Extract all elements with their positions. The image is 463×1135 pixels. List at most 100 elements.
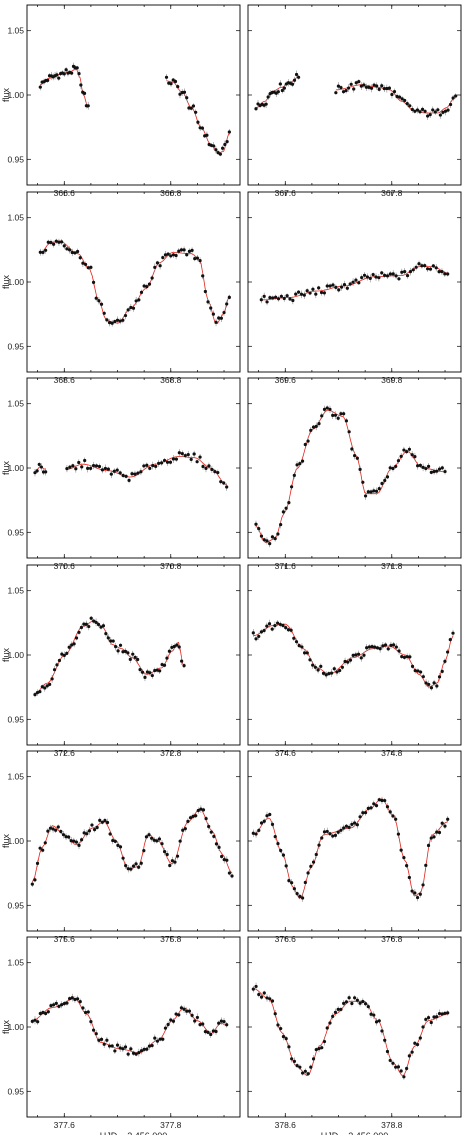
data-point [369, 1012, 373, 1016]
data-point [372, 489, 376, 493]
data-point [199, 807, 203, 811]
data-point [382, 87, 386, 91]
data-point [105, 318, 109, 322]
data-point [350, 822, 354, 826]
data-point [251, 831, 255, 835]
data-point [429, 836, 433, 840]
data-point [446, 1011, 450, 1015]
data-point [429, 1020, 433, 1025]
data-point [95, 825, 99, 830]
data-point [121, 318, 125, 322]
data-point [349, 82, 353, 86]
data-point [174, 253, 178, 258]
data-point [273, 835, 277, 839]
data-point [115, 1043, 120, 1047]
data-point [333, 833, 338, 837]
data-point [394, 1065, 398, 1069]
data-point [431, 108, 435, 112]
data-point [188, 816, 193, 820]
data-point [357, 281, 361, 285]
data-point [262, 819, 266, 823]
data-point [303, 442, 307, 447]
data-point [358, 815, 362, 819]
data-point [342, 282, 347, 287]
data-point [195, 1015, 199, 1020]
data-point [74, 467, 78, 471]
data-point [443, 659, 447, 663]
data-point [268, 296, 272, 300]
data-point [33, 693, 37, 697]
data-point [415, 1042, 420, 1047]
data-point [402, 1075, 406, 1079]
data-point [284, 506, 288, 510]
data-point [180, 659, 184, 663]
model-fit-line [261, 266, 448, 301]
data-point [423, 263, 427, 268]
data-point [198, 455, 202, 459]
data-point [190, 248, 194, 252]
data-point [363, 494, 368, 498]
data-point [298, 461, 302, 466]
data-point [124, 474, 128, 478]
data-point [403, 270, 407, 274]
data-point [417, 262, 421, 266]
data-point [175, 854, 180, 858]
data-point [405, 273, 410, 278]
data-point [48, 682, 52, 686]
data-point [38, 85, 42, 89]
data-point [92, 619, 96, 623]
data-point [194, 110, 198, 114]
data-point [333, 413, 338, 417]
data-point [222, 310, 226, 315]
data-point [91, 463, 96, 468]
data-point [174, 1012, 178, 1016]
data-point [365, 646, 369, 650]
data-point [225, 1023, 229, 1027]
data-point [332, 667, 336, 671]
data-point [322, 830, 327, 834]
data-point [405, 1066, 409, 1071]
data-point [121, 1047, 125, 1051]
data-point [35, 469, 39, 473]
data-point [362, 653, 366, 657]
data-point [126, 651, 130, 655]
data-point [84, 622, 88, 626]
data-point [378, 647, 382, 651]
data-point [369, 490, 373, 494]
data-point [380, 1029, 384, 1033]
y-tick-label: 0.95 [7, 900, 24, 910]
data-point [303, 880, 307, 885]
data-point [454, 94, 458, 98]
data-point [339, 412, 343, 416]
data-point [96, 622, 101, 627]
data-point [51, 827, 55, 831]
data-point [254, 832, 258, 836]
data-point [362, 83, 366, 87]
data-point [133, 472, 137, 476]
data-point [138, 668, 142, 672]
data-point [69, 839, 73, 843]
data-point [383, 798, 387, 803]
data-point [154, 464, 158, 468]
data-point [55, 73, 59, 77]
data-point [407, 447, 412, 451]
data-point [121, 856, 125, 860]
data-point [287, 500, 291, 505]
panel-frame [26, 191, 241, 373]
data-point [209, 830, 213, 834]
data-point [342, 412, 346, 416]
data-point [103, 466, 107, 471]
data-point [380, 271, 384, 275]
data-point [418, 1036, 422, 1040]
data-point [75, 249, 80, 254]
data-point [195, 256, 199, 260]
data-point [201, 464, 205, 469]
data-point [336, 1007, 340, 1011]
data-point [279, 1026, 283, 1031]
data-point [374, 275, 378, 279]
data-point [386, 647, 390, 651]
data-point [70, 996, 74, 1000]
data-point [414, 265, 418, 269]
data-point [201, 808, 206, 812]
data-point [177, 249, 181, 253]
